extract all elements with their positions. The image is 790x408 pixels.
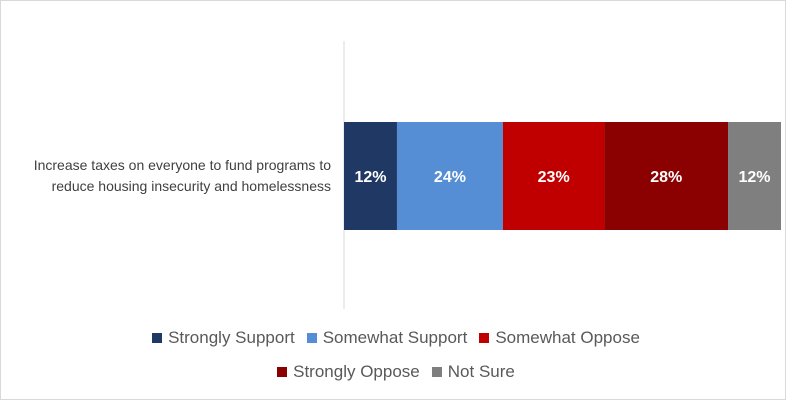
bar-segment-somewhat-oppose [502,122,605,230]
data-label-strongly-support: 12% [354,169,386,186]
bar-segment-strongly-oppose [604,122,729,230]
category-label-line-2: reduce housing insecurity and homelessne… [51,178,331,194]
legend-label: Strongly Support [168,328,295,347]
legend-item-somewhat-support: Somewhat Support [306,328,468,348]
legend-item-not-sure: Not Sure [431,362,515,382]
legend-swatch [277,367,288,377]
data-label-strongly-oppose: 28% [650,169,682,186]
bar-segment-not-sure [728,122,781,230]
legend-label: Strongly Oppose [293,362,420,381]
legend-swatch [479,333,490,343]
chart-plot: 12% 24% 23% 28% 12% [343,41,781,309]
legend-swatch [431,367,442,377]
legend-label: Somewhat Oppose [495,328,640,347]
bar-segment-somewhat-support [396,122,503,230]
legend-label: Somewhat Support [322,328,468,347]
legend-label: Not Sure [447,362,515,381]
legend-swatch [306,333,317,343]
data-label-somewhat-support: 24% [434,169,466,186]
legend-swatch [152,333,163,343]
legend-item-strongly-support: Strongly Support [152,328,295,348]
legend-item-somewhat-oppose: Somewhat Oppose [479,328,640,348]
data-label-not-sure: 12% [739,169,771,186]
bar-segment-strongly-support [344,122,397,230]
chart-frame: 12% 24% 23% 28% 12% Increase taxes on everyo… [0,0,786,400]
legend-row-2: Strongly Oppose Not Sure [101,361,691,383]
category-label-line-1: Increase taxes on everyone to fund progr… [33,157,331,173]
legend-row-1: Strongly Support Somewhat Support Somewhat… [101,327,691,349]
chart-legend: Strongly Support Somewhat Support Somewhat… [101,327,691,395]
category-label: Increase taxes on everyone to fund progr… [1,155,331,197]
legend-item-strongly-oppose: Strongly Oppose [277,362,420,382]
data-label-somewhat-oppose: 23% [538,169,570,186]
